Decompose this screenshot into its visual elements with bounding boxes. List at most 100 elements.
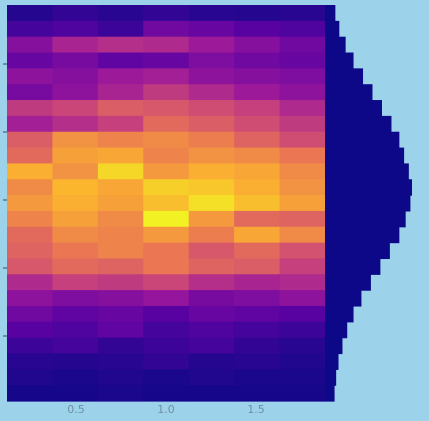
heatmap-cell <box>7 100 54 117</box>
heatmap-cell <box>52 100 99 117</box>
heatmap-cell <box>7 337 54 355</box>
heatmap-cell <box>234 274 281 291</box>
heatmap-grid <box>7 5 326 402</box>
marginal-bar <box>325 52 354 69</box>
heatmap-cell <box>52 179 99 196</box>
heatmap-cell <box>7 195 54 212</box>
marginal-bar <box>325 353 339 370</box>
heatmap-cell <box>143 52 190 69</box>
heatmap-cell <box>52 68 99 85</box>
heatmap-cell <box>234 305 281 323</box>
x-tick-label: 1.5 <box>247 403 265 416</box>
marginal-bar <box>325 36 346 54</box>
heatmap-cell <box>234 195 281 212</box>
heatmap-cell <box>7 385 54 402</box>
heatmap-cell <box>234 242 281 260</box>
heatmap-cell <box>188 290 235 307</box>
heatmap-cell <box>188 242 235 260</box>
heatmap-cell <box>7 179 54 196</box>
heatmap-cell <box>234 321 281 339</box>
marginal-bar <box>325 20 340 38</box>
heatmap-cell <box>279 290 326 307</box>
y-tick-mark <box>3 131 7 133</box>
heatmap-cell <box>52 226 99 244</box>
heatmap-cell <box>188 385 235 402</box>
heatmap-cell <box>234 5 281 22</box>
heatmap-cell <box>279 68 326 85</box>
heatmap-cell <box>234 36 281 54</box>
heatmap-cell <box>188 353 235 370</box>
heatmap-cell <box>143 68 190 85</box>
heatmap-cell <box>52 369 99 386</box>
heatmap-cell <box>279 369 326 386</box>
heatmap-cell <box>279 385 326 402</box>
heatmap-cell <box>143 5 190 22</box>
heatmap-cell <box>97 274 144 291</box>
y-tick-mark <box>3 199 7 201</box>
heatmap-cell <box>97 5 144 22</box>
heatmap-cell <box>279 20 326 38</box>
heatmap-cell <box>234 147 281 164</box>
marginal-bar <box>325 385 335 402</box>
marginal-bar <box>325 115 392 133</box>
heatmap-cell <box>97 36 144 54</box>
heatmap-cell <box>143 131 190 149</box>
heatmap-cell <box>188 52 235 69</box>
heatmap-cell <box>279 52 326 69</box>
heatmap-cell <box>234 84 281 101</box>
heatmap-cell <box>234 385 281 402</box>
marginal-bar <box>325 131 400 149</box>
heatmap-cell <box>143 36 190 54</box>
heatmap-cell <box>188 337 235 355</box>
heatmap-cell <box>143 210 190 228</box>
heatmap-cell <box>97 179 144 196</box>
heatmap-cell <box>234 337 281 355</box>
marginal-bar <box>325 100 382 117</box>
heatmap-cell <box>188 147 235 164</box>
heatmap-cell <box>188 131 235 149</box>
marginal-bar <box>325 68 364 85</box>
heatmap-cell <box>7 20 54 38</box>
heatmap-cell <box>52 163 99 180</box>
heatmap-cell <box>52 131 99 149</box>
marginal-bar <box>325 179 412 196</box>
heatmap-cell <box>143 274 190 291</box>
heatmap-cell <box>188 258 235 275</box>
y-tick-mark <box>3 63 7 65</box>
marginal-bar <box>325 195 411 212</box>
heatmap-cell <box>234 369 281 386</box>
heatmap-cell <box>7 369 54 386</box>
heatmap-cell <box>7 36 54 54</box>
heatmap-cell <box>234 115 281 133</box>
heatmap-cell <box>188 305 235 323</box>
heatmap-cell <box>97 226 144 244</box>
heatmap-cell <box>97 84 144 101</box>
heatmap-cell <box>52 274 99 291</box>
heatmap-cell <box>279 353 326 370</box>
heatmap-cell <box>188 179 235 196</box>
heatmap-cell <box>234 179 281 196</box>
marginal-bar <box>325 163 409 180</box>
heatmap-cell <box>279 84 326 101</box>
heatmap-cell <box>52 305 99 323</box>
heatmap-cell <box>188 321 235 339</box>
heatmap-cell <box>7 210 54 228</box>
heatmap-cell <box>97 353 144 370</box>
heatmap-cell <box>97 195 144 212</box>
marginal-bar <box>325 226 400 244</box>
marginal-bar <box>325 369 337 386</box>
heatmap-cell <box>234 353 281 370</box>
marginal-bar <box>325 210 406 228</box>
heatmap-cell <box>52 52 99 69</box>
heatmap-cell <box>143 321 190 339</box>
heatmap-cell <box>97 163 144 180</box>
heatmap-cell <box>188 68 235 85</box>
heatmap-cell <box>97 290 144 307</box>
marginal-bar <box>325 337 343 355</box>
heatmap-cell <box>97 385 144 402</box>
marginal-bar <box>325 274 371 291</box>
heatmap-cell <box>234 68 281 85</box>
heatmap-cell <box>279 210 326 228</box>
heatmap-cell <box>143 20 190 38</box>
heatmap-cell <box>143 290 190 307</box>
